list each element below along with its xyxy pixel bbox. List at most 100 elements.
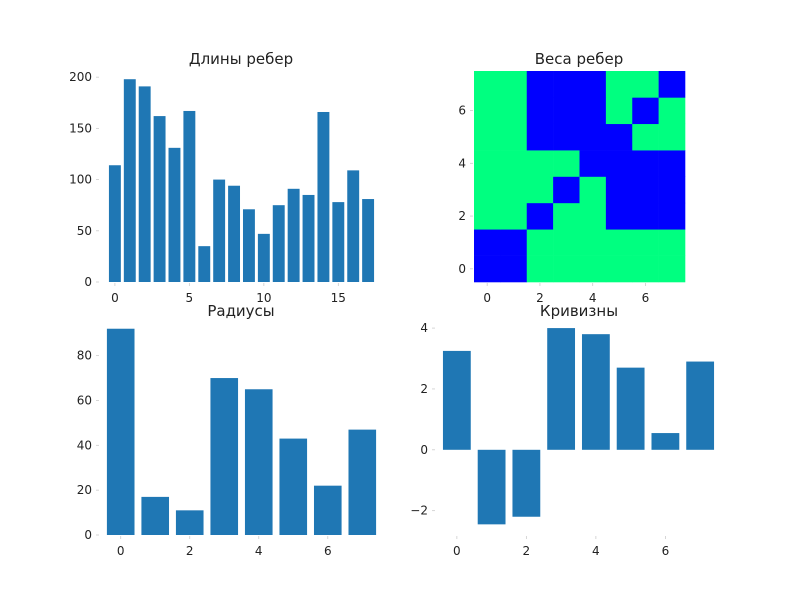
heatmap-cell [579,71,607,98]
bar [108,165,121,282]
y-tick-label: 2 [420,382,428,396]
heatmap-cell [632,255,659,283]
y-tick-label: 60 [77,393,92,407]
heatmap-cell [632,229,659,256]
bar [477,449,506,525]
heatmap-cell [553,71,580,98]
heatmap-cell [526,176,554,204]
heatmap-cell [658,255,686,283]
x-tick-label: 6 [642,291,650,305]
heatmap-cell [500,123,528,151]
bar [302,194,315,282]
chart-edge-lengths: Длины ребер 0 5 10 15 0 50 100 150 200 [69,50,375,305]
bar [153,116,166,282]
heatmap-cell [500,229,528,256]
heatmap-cell [474,123,501,151]
heatmap-cell [553,202,580,230]
heatmap-cell [658,71,686,98]
bar [272,205,285,282]
x-tick-label: 0 [117,544,125,558]
y-tick-label: 40 [77,438,92,452]
x-ticks: 0 2 4 6 [453,536,669,558]
heatmap-cell [632,202,659,230]
heatmap-cell [526,255,554,283]
heatmap-cell [658,176,686,204]
heatmap-cell [526,150,554,177]
x-tick-label: 2 [536,291,544,305]
heatmap-cell [605,71,633,98]
bar [198,246,211,282]
bar [123,79,136,282]
y-tick-label: 150 [69,121,92,135]
bar [228,185,241,282]
heatmap-cell [632,71,659,98]
heatmap-cell [579,176,607,204]
y-tick-label: 4 [458,156,466,170]
y-tick-label: 50 [77,224,92,238]
bar [279,438,308,535]
x-tick-label: 2 [523,544,531,558]
x-tick-label: 4 [592,544,600,558]
chart-title: Длины ребер [189,50,293,68]
heatmap-cell [658,202,686,230]
heatmap-cell [579,150,607,177]
bar [347,170,360,282]
bar [686,361,715,450]
heatmap-cell [500,150,528,177]
heatmap-cell [500,97,528,125]
heatmap-cell [526,97,554,125]
bar [210,378,239,535]
bar [616,367,645,450]
x-tick-label: 0 [483,291,491,305]
heatmap-cell [474,202,501,230]
x-tick-label: 6 [324,544,332,558]
heatmap-cell [474,255,501,283]
bar [175,510,204,535]
y-ticks: 0 2 4 6 [458,104,473,276]
bar [362,199,375,282]
heatmap-cell [605,97,633,125]
y-tick-label: 200 [69,70,92,84]
heatmap-cell [526,123,554,151]
y-tick-label: 0 [84,275,92,289]
bar [213,179,226,282]
bar [317,111,330,282]
heatmap-cell [632,123,659,151]
x-ticks: 0 2 4 6 [483,283,649,305]
heatmap-cell [658,123,686,151]
y-tick-label: 6 [458,104,466,118]
bar-series [108,79,375,282]
x-tick-label: 0 [111,291,119,305]
bar [581,334,610,450]
heatmap-cell [474,97,501,125]
bar [242,209,255,282]
x-tick-label: 4 [589,291,597,305]
heatmap-cell [553,176,580,204]
heatmap-cell [500,202,528,230]
chart-title: Радиусы [207,302,274,320]
heatmap-cell [474,150,501,177]
chart-curvatures: Кривизны 0 2 4 6 −2 0 2 4 [410,302,715,558]
heatmap-cell [658,97,686,125]
heatmap-cell [605,255,633,283]
heatmap-cell [579,255,607,283]
heatmap-cell [553,123,580,151]
heatmap-cell [579,202,607,230]
heatmap-cell [632,150,659,177]
bar [651,433,680,450]
heatmap-cell [500,255,528,283]
heatmap-cell [605,150,633,177]
y-tick-label: 0 [84,528,92,542]
bar [547,328,576,450]
heatmap-cell [605,176,633,204]
bar [141,496,170,535]
x-tick-label: 6 [662,544,670,558]
heatmap-cell [500,71,528,98]
bar [442,350,471,450]
y-tick-label: 80 [77,349,92,363]
y-tick-label: −2 [410,504,428,518]
heatmap-cell [605,229,633,256]
heatmap-cell [605,123,633,151]
x-tick-label: 2 [186,544,194,558]
